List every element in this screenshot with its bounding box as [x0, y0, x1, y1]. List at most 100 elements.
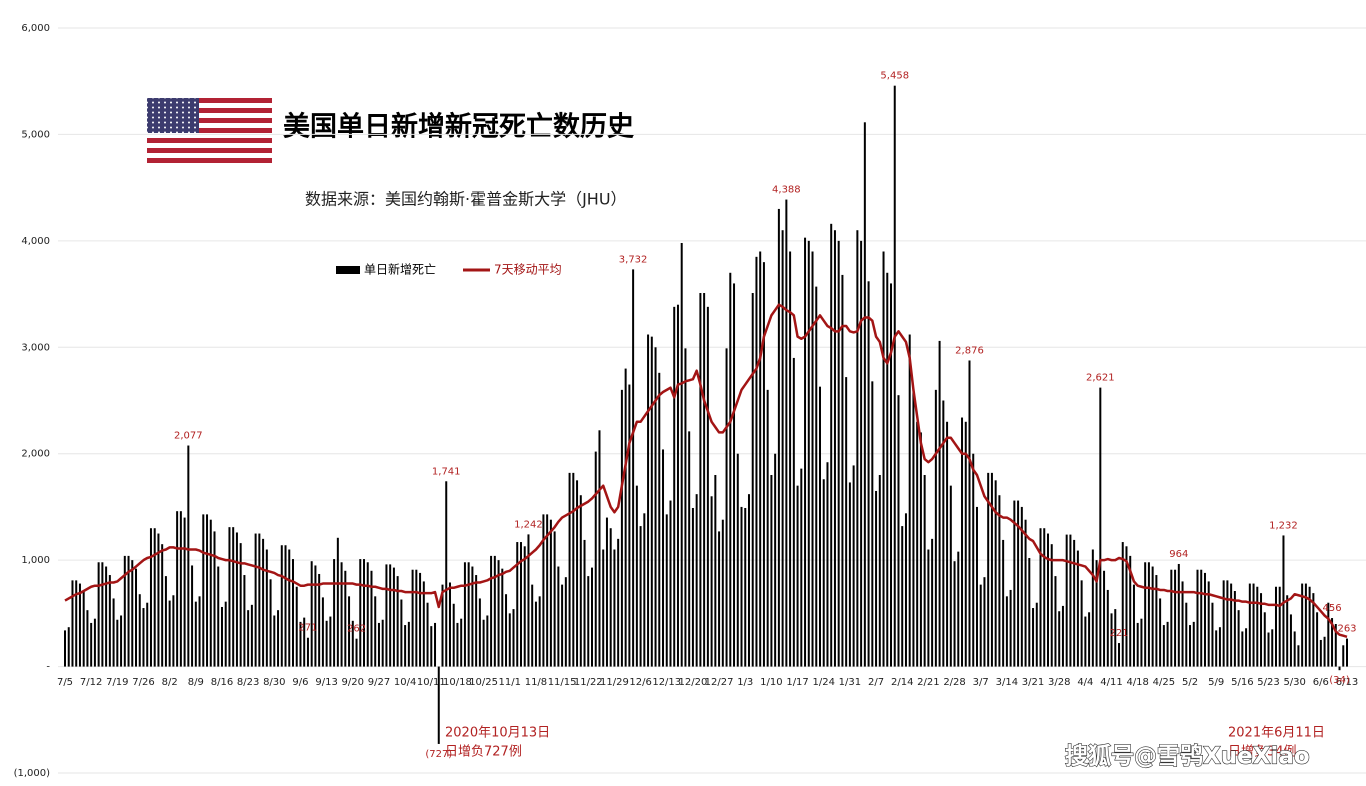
- bar: [961, 417, 964, 667]
- bar: [78, 583, 81, 667]
- plot-area: (1,000) - 1,000 2,000 3,000 4,000 5,000 6,000 7/…: [14, 23, 1366, 779]
- bar: [1032, 608, 1035, 667]
- bar: [759, 251, 762, 667]
- x-tick-label: 6/6: [1313, 677, 1329, 688]
- bar: [688, 431, 691, 667]
- data-label: 1,242: [514, 519, 543, 530]
- bar: [587, 576, 590, 667]
- bar: [1170, 569, 1173, 667]
- bar: [714, 475, 717, 667]
- bar: [1215, 630, 1218, 667]
- bar: [1103, 570, 1106, 667]
- bar: [1222, 580, 1225, 667]
- bar: [800, 468, 803, 667]
- annotation: 2020年10月13日: [445, 726, 550, 741]
- bar: [512, 609, 515, 667]
- bar: [650, 336, 653, 667]
- bar: [176, 511, 179, 667]
- bar: [1226, 580, 1229, 667]
- bar: [923, 475, 926, 667]
- x-tick-label: 5/9: [1208, 677, 1224, 688]
- bar: [1241, 631, 1244, 667]
- bar: [1017, 500, 1020, 667]
- x-tick-label: 8/16: [211, 677, 233, 688]
- bar: [695, 494, 698, 667]
- bar: [359, 559, 362, 667]
- bar: [75, 580, 78, 667]
- bar: [908, 334, 911, 667]
- bar: [785, 199, 788, 667]
- bar: [1286, 595, 1289, 667]
- bar: [273, 615, 276, 667]
- bar: [890, 283, 893, 667]
- bar: [632, 269, 635, 667]
- annotation: 日增负727例: [445, 745, 522, 760]
- x-tick-label: 5/2: [1182, 677, 1198, 688]
- bar: [370, 570, 373, 667]
- bar: [845, 377, 848, 667]
- bar: [363, 559, 366, 667]
- x-tick-label: 8/23: [237, 677, 259, 688]
- bar: [1065, 534, 1068, 667]
- bar: [1046, 533, 1049, 667]
- bar: [284, 545, 287, 667]
- y-tick-label: -: [46, 662, 50, 673]
- bar: [1084, 616, 1087, 667]
- bar: [643, 513, 646, 667]
- bar: [1203, 572, 1206, 667]
- bar: [1076, 550, 1079, 667]
- bar: [516, 542, 519, 667]
- data-label: (34): [1329, 675, 1350, 686]
- bar: [258, 533, 261, 667]
- bar: [318, 573, 321, 667]
- bar: [1297, 645, 1300, 667]
- bar: [676, 304, 679, 667]
- x-tick-label: 2/14: [891, 677, 913, 688]
- bar: [1099, 387, 1102, 667]
- bar: [811, 251, 814, 667]
- bar: [120, 615, 123, 667]
- bar: [1334, 624, 1337, 667]
- bar: [942, 400, 945, 667]
- bar: [377, 622, 380, 667]
- bar: [1095, 560, 1098, 667]
- bar: [833, 230, 836, 667]
- bar: [194, 601, 197, 667]
- bar: [262, 538, 265, 667]
- bar: [71, 580, 74, 667]
- bar: [822, 479, 825, 667]
- x-tick-label: 5/23: [1257, 677, 1279, 688]
- bar: [123, 555, 126, 667]
- data-label: (727): [425, 749, 452, 760]
- bar: [493, 555, 496, 667]
- bar: [919, 432, 922, 667]
- annotation: 日增负34例: [1228, 745, 1297, 760]
- x-tick-label: 9/20: [342, 677, 364, 688]
- moving-average-line: [64, 303, 1348, 638]
- bar: [82, 591, 85, 667]
- bar: [217, 566, 220, 667]
- bar: [1282, 535, 1285, 667]
- bar: [505, 594, 508, 667]
- bar: [691, 507, 694, 667]
- bar: [766, 389, 769, 667]
- bar: [389, 564, 392, 667]
- bar: [127, 555, 130, 667]
- bar: [1155, 575, 1158, 667]
- bar: [680, 242, 683, 667]
- bar: [1009, 589, 1012, 667]
- bar: [202, 514, 205, 667]
- bar: [1211, 602, 1214, 667]
- bar: [1140, 618, 1143, 667]
- x-tick-label: 7/26: [132, 677, 154, 688]
- bar: [445, 481, 448, 667]
- bar: [848, 482, 851, 667]
- bar: [213, 531, 216, 667]
- bar: [639, 526, 642, 667]
- bar: [179, 511, 182, 667]
- bar: [310, 561, 313, 667]
- bar: [1039, 528, 1042, 667]
- bar: [1233, 591, 1236, 667]
- bar: [1151, 566, 1154, 667]
